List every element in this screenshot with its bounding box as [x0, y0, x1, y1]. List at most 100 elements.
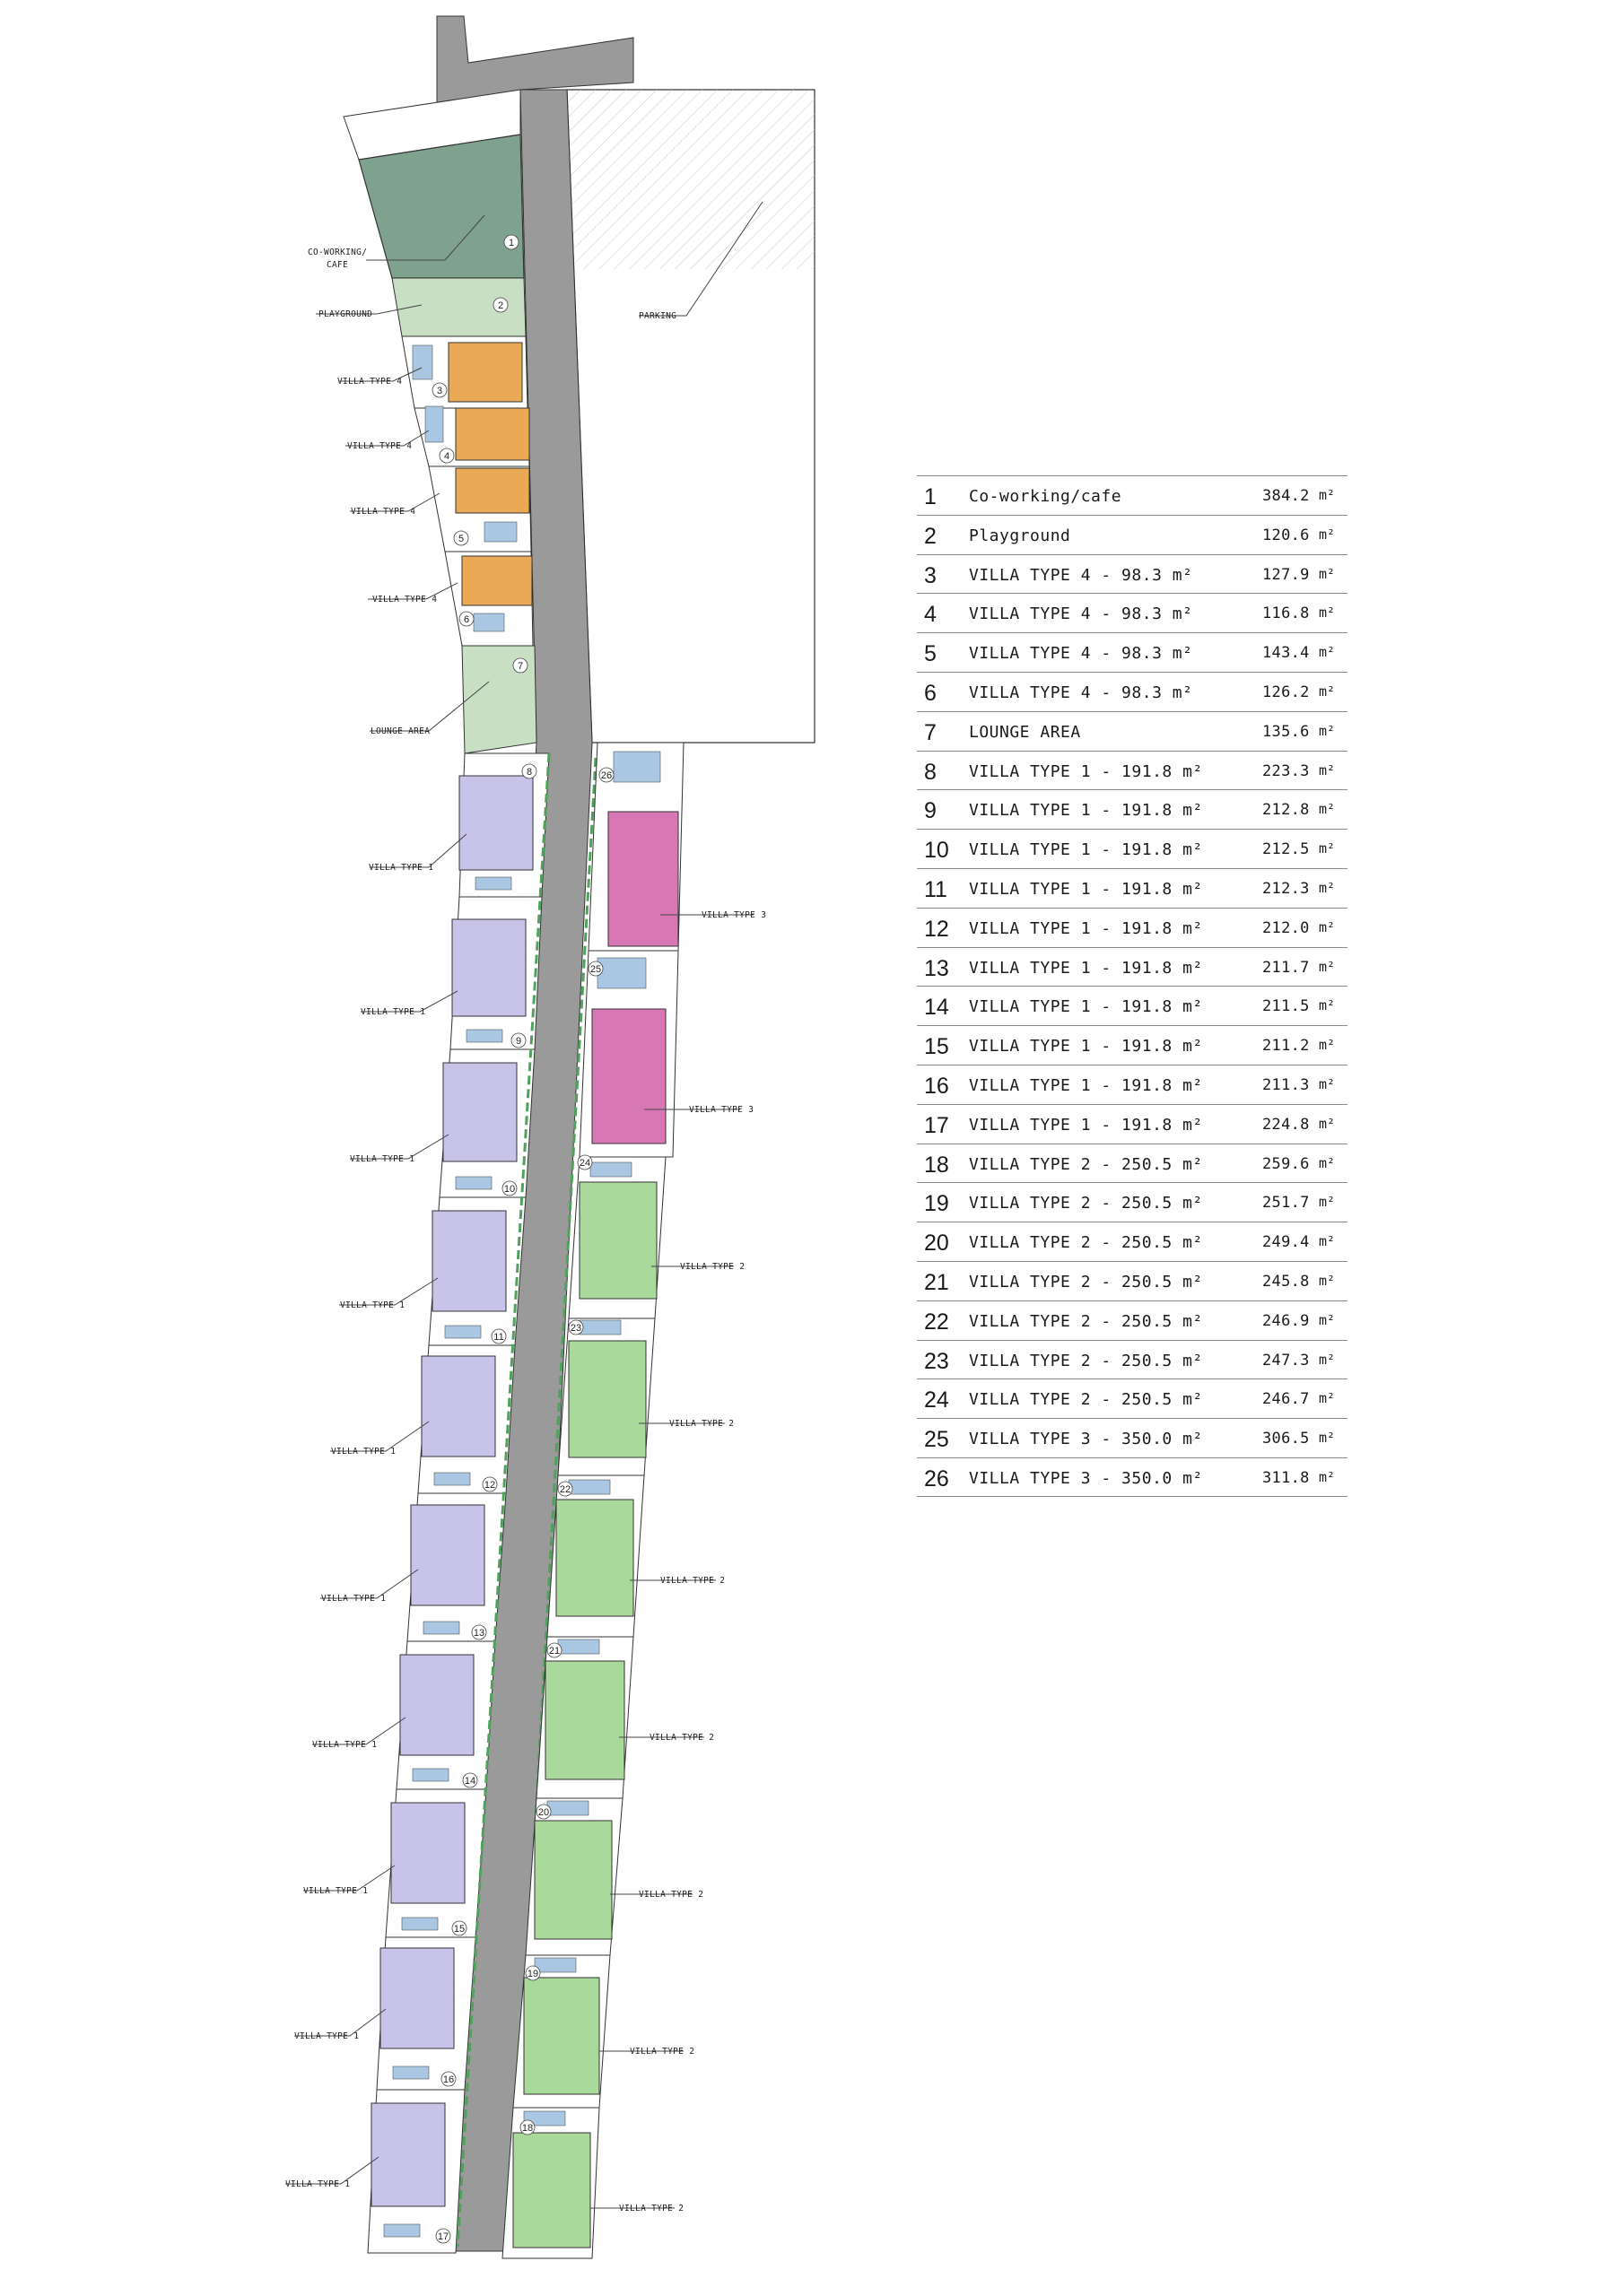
- plot-name: VILLA TYPE 2 - 250.5 m²: [969, 1311, 1203, 1331]
- area-unit: m²: [1319, 1351, 1336, 1368]
- area-unit: m²: [1319, 644, 1336, 661]
- table-row: 8 VILLA TYPE 1 - 191.8 m² 223.3 m²: [917, 750, 1347, 790]
- plot-no: 13: [924, 955, 949, 981]
- table-row: 10 VILLA TYPE 1 - 191.8 m² 212.5 m²: [917, 829, 1347, 868]
- villa-2-label: VILLA TYPE 2: [639, 1890, 703, 1900]
- plot-name: VILLA TYPE 2 - 250.5 m²: [969, 1351, 1203, 1370]
- area-unit: m²: [1319, 958, 1336, 975]
- area-unit: m²: [1319, 722, 1336, 739]
- plot-number: 6: [464, 614, 469, 625]
- plot-no: 3: [924, 562, 937, 588]
- area-unit: m²: [1319, 683, 1336, 700]
- plot-no: 21: [924, 1269, 949, 1295]
- plot-marker-circle: [512, 657, 528, 674]
- plot-number: 26: [601, 770, 612, 781]
- table-row: 3 VILLA TYPE 4 - 98.3 m² 127.9 m²: [917, 553, 1347, 594]
- plot-name: Co-working/cafe: [969, 487, 1122, 506]
- area-schedule-table: 1 Co-working/cafe 384.2 m² 2 Playground 120.6 m…: [917, 475, 1347, 1497]
- plot-marker-circle: [471, 1624, 487, 1640]
- area-unit: m²: [1319, 565, 1336, 582]
- plot-marker-circle: [432, 382, 448, 398]
- plot-number: 12: [484, 1480, 495, 1491]
- plot-no: 5: [924, 641, 937, 667]
- plot-marker-circle: [458, 611, 475, 627]
- plot-marker-circle: [588, 961, 604, 977]
- plot-number: 21: [549, 1646, 560, 1657]
- plot-no: 25: [924, 1427, 949, 1453]
- area-unit: m²: [1319, 997, 1336, 1014]
- plot-name: VILLA TYPE 1 - 191.8 m²: [969, 1115, 1203, 1135]
- site-plan: CO-WORKING/ CAFE PLAYGROUND PARKING LOUN…: [285, 15, 815, 2259]
- table-row: 20 VILLA TYPE 2 - 250.5 m² 249.4 m²: [917, 1222, 1347, 1261]
- plot-number: 16: [443, 2074, 454, 2085]
- area-unit: m²: [1319, 526, 1336, 543]
- plot-no: 6: [924, 680, 937, 706]
- plot-marker-circle: [510, 1032, 527, 1048]
- plot-number: 24: [580, 1158, 590, 1169]
- villa-2-label: VILLA TYPE 2: [669, 1419, 734, 1429]
- plot-number: 13: [474, 1628, 484, 1639]
- plot-marker-circle: [462, 1772, 478, 1788]
- plot-area: 251.7: [1262, 1194, 1310, 1213]
- villa-1-label: VILLA TYPE 1: [312, 1740, 377, 1750]
- plot-area: 212.5: [1262, 840, 1310, 859]
- lounge-label: LOUNGE AREA: [371, 726, 430, 736]
- plot-name: VILLA TYPE 2 - 250.5 m²: [969, 1272, 1203, 1292]
- parking-hatch: [567, 90, 815, 269]
- plot-marker-circle: [503, 234, 519, 250]
- plot-area: 135.6: [1262, 722, 1310, 741]
- plot-marker-circle: [453, 530, 469, 546]
- plot-area: 143.4: [1262, 644, 1310, 663]
- table-row: 17 VILLA TYPE 1 - 191.8 m² 224.8 m²: [917, 1103, 1347, 1144]
- villa-1-label: VILLA TYPE 1: [285, 2179, 350, 2189]
- plot-area: 306.5: [1262, 1430, 1310, 1448]
- area-unit: m²: [1319, 1430, 1336, 1447]
- area-unit: m²: [1319, 1311, 1336, 1328]
- plot-area: 245.8: [1262, 1272, 1310, 1291]
- plot-marker-circle: [536, 1804, 552, 1820]
- plot-name: VILLA TYPE 2 - 250.5 m²: [969, 1390, 1203, 1410]
- plot-marker-circle: [482, 1476, 498, 1492]
- plot-area: 224.8: [1262, 1115, 1310, 1134]
- plot-number: 11: [493, 1332, 503, 1343]
- plot-name: VILLA TYPE 1 - 191.8 m²: [969, 761, 1203, 781]
- villa-2-label: VILLA TYPE 2: [650, 1733, 714, 1743]
- area-unit: m²: [1319, 1115, 1336, 1132]
- table-row: 21 VILLA TYPE 2 - 250.5 m² 245.8 m²: [917, 1260, 1347, 1300]
- villa-1-label: VILLA TYPE 1: [369, 863, 433, 873]
- plot-no: 16: [924, 1073, 949, 1099]
- villa-1-label: VILLA TYPE 1: [294, 2031, 359, 2041]
- table-row: 15 VILLA TYPE 1 - 191.8 m² 211.2 m²: [917, 1025, 1347, 1065]
- area-unit: m²: [1319, 801, 1336, 818]
- table-row: 26 VILLA TYPE 3 - 350.0 m² 311.8 m²: [917, 1457, 1347, 1497]
- plot-name: VILLA TYPE 1 - 191.8 m²: [969, 840, 1203, 860]
- plot-number: 15: [454, 1924, 465, 1935]
- table-row: 25 VILLA TYPE 3 - 350.0 m² 306.5 m²: [917, 1418, 1347, 1457]
- table-row: 7 LOUNGE AREA 135.6 m²: [917, 710, 1347, 751]
- area-unit: m²: [1319, 604, 1336, 622]
- plot-area: 211.7: [1262, 958, 1310, 977]
- plot-no: 17: [924, 1112, 949, 1138]
- plot-no: 7: [924, 719, 937, 745]
- plot-marker-circle: [439, 448, 455, 464]
- villa-1-label: VILLA TYPE 1: [331, 1447, 396, 1457]
- plot-number: 18: [522, 2123, 533, 2134]
- table-row: 16 VILLA TYPE 1 - 191.8 m² 211.3 m²: [917, 1064, 1347, 1104]
- plot-marker-circle: [577, 1154, 593, 1170]
- table-row: 24 VILLA TYPE 2 - 250.5 m² 246.7 m²: [917, 1378, 1347, 1418]
- plot-name: VILLA TYPE 4 - 98.3 m²: [969, 683, 1193, 702]
- villa-3-label: VILLA TYPE 3: [702, 910, 766, 920]
- plot-name: VILLA TYPE 1 - 191.8 m²: [969, 997, 1203, 1017]
- table-row: 22 VILLA TYPE 2 - 250.5 m² 246.9 m²: [917, 1300, 1347, 1340]
- plot-marker-circle: [557, 1481, 573, 1497]
- plot-marker-circle: [501, 1180, 518, 1196]
- plot-number: 25: [590, 964, 601, 975]
- table-row: 12 VILLA TYPE 1 - 191.8 m² 212.0 m²: [917, 907, 1347, 947]
- plot-no: 14: [924, 995, 949, 1021]
- plot-name: Playground: [969, 526, 1071, 545]
- plot-number: 19: [528, 1969, 538, 1979]
- plot-name: VILLA TYPE 1 - 191.8 m²: [969, 1037, 1203, 1057]
- plot-no: 8: [924, 759, 937, 785]
- plot-name: VILLA TYPE 2 - 250.5 m²: [969, 1194, 1203, 1213]
- area-unit: m²: [1319, 1468, 1336, 1485]
